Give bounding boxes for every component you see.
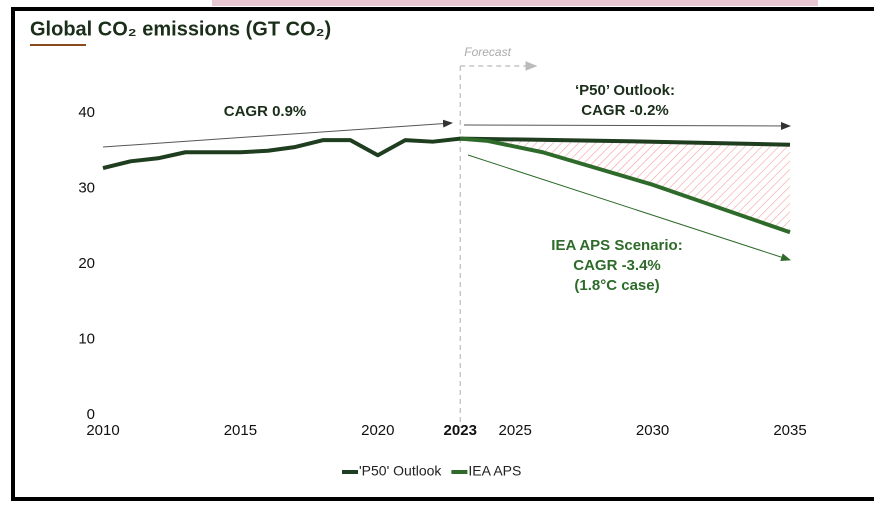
y-tick-label: 40 (78, 104, 95, 121)
x-tick-label: 2010 (86, 422, 119, 439)
x-tick-label: 2025 (499, 422, 532, 439)
annotation: CAGR -0.2% (581, 102, 669, 119)
y-tick-label: 30 (78, 179, 95, 196)
y-tick-label: 0 (87, 406, 95, 423)
annotation: IEA APS Scenario: (551, 237, 682, 254)
chart-title: Global CO₂ emissions (GT CO₂) (30, 18, 331, 40)
annotation: (1.8°C case) (574, 277, 659, 294)
x-tick-label: 2023 (444, 422, 477, 439)
annotation: ‘P50’ Outlook: (575, 82, 675, 99)
frame (11, 7, 874, 501)
legend-label: IEA APS (468, 463, 521, 479)
annotation: CAGR 0.9% (224, 103, 307, 120)
series-line (460, 136, 791, 235)
annotation: CAGR -3.4% (573, 257, 661, 274)
legend-label: 'P50' Outlook (359, 463, 442, 479)
hatch-area (460, 138, 790, 233)
x-tick-label: 2030 (636, 422, 669, 439)
x-tick-label: 2020 (361, 422, 394, 439)
trend-arrow (102, 119, 453, 148)
trend-arrow (463, 121, 791, 130)
x-tick-label: 2035 (773, 422, 806, 439)
y-tick-label: 20 (78, 255, 95, 272)
x-tick-label: 2015 (224, 422, 257, 439)
top-strip (212, 0, 818, 6)
trend-arrow (467, 154, 791, 262)
forecast-label: Forecast (464, 45, 511, 59)
y-tick-label: 10 (78, 330, 95, 347)
